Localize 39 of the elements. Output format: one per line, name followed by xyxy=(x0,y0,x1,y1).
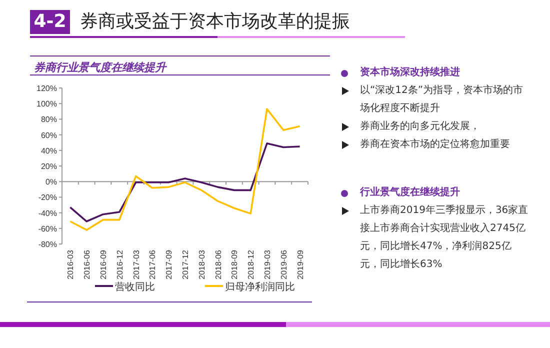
y-tick-label: 20% xyxy=(40,162,57,171)
text: 以“深改12条”为指导，资本市场的市场化程度不断提升 xyxy=(360,85,524,114)
y-tick-label: 100% xyxy=(36,100,57,109)
y-tick-label: -40% xyxy=(38,208,57,218)
x-tick-label: 2017-06 xyxy=(148,249,158,280)
text: 资本市场深改持续推进 xyxy=(360,67,460,78)
x-tick-label: 2018-09 xyxy=(230,249,240,280)
x-tick-label: 2016-09 xyxy=(99,249,108,280)
x-tick-label: 2016-03 xyxy=(66,249,76,280)
text: 上市券商2019年三季报显示，36家直接上市券商合计实现营业收入2745亿元，同比增长47%，净利润825亿元，同比增长63% xyxy=(360,205,528,270)
text: 4-2 xyxy=(30,10,70,34)
x-tick-label: 2019-06 xyxy=(279,249,288,280)
legend-label: 营收同比 xyxy=(115,281,155,293)
x-tick-label: 2017-03 xyxy=(132,249,141,280)
x-tick-label: 2019-03 xyxy=(263,249,272,280)
line-series xyxy=(69,142,301,222)
text: 券商在资本市场的定位将愈加重要 xyxy=(360,139,510,150)
x-tick-label: 2018-03 xyxy=(197,249,206,280)
y-tick-label: 60% xyxy=(40,130,57,140)
x-tick-label: 2019-09 xyxy=(296,249,305,280)
legend-label: 归母净利润同比 xyxy=(225,281,295,293)
y-tick-label: -20% xyxy=(38,193,57,202)
text: 券商或受益于资本市场改革的提振 xyxy=(80,10,350,33)
x-tick-label: 2016-06 xyxy=(82,249,92,280)
text: 行业景气度在继续提升 xyxy=(360,187,460,198)
y-tick-label: 40% xyxy=(40,146,57,156)
x-tick-label: 2018-12 xyxy=(246,249,256,280)
y-tick-label: 120% xyxy=(36,84,57,93)
text: 券商业务的向多元化发展， xyxy=(360,121,480,132)
y-tick-label: 0% xyxy=(45,178,57,187)
line-series xyxy=(69,108,301,231)
x-tick-label: 2017-12 xyxy=(181,249,190,280)
x-tick-label: 2018-06 xyxy=(214,249,223,280)
y-tick-label: 80% xyxy=(40,115,57,124)
chart-title: 券商行业景气度在继续提升 xyxy=(34,61,168,74)
y-tick-label: -60% xyxy=(38,224,57,234)
y-tick-label: -80% xyxy=(38,240,57,249)
x-tick-label: 2016-12 xyxy=(115,249,124,280)
x-tick-label: 2017-09 xyxy=(164,249,174,280)
